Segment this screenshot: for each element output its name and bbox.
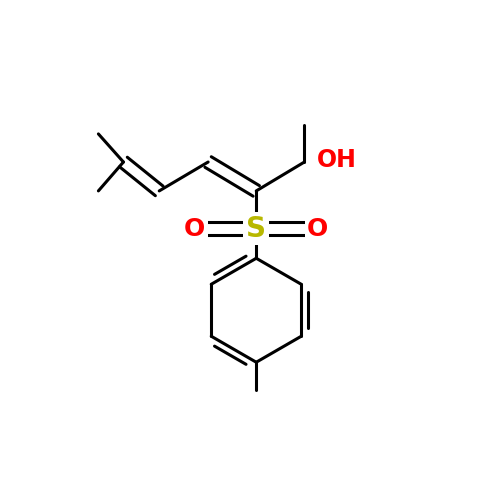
Text: S: S [246, 214, 266, 242]
Text: O: O [307, 216, 328, 240]
Text: OH: OH [317, 148, 357, 172]
Text: O: O [184, 216, 206, 240]
